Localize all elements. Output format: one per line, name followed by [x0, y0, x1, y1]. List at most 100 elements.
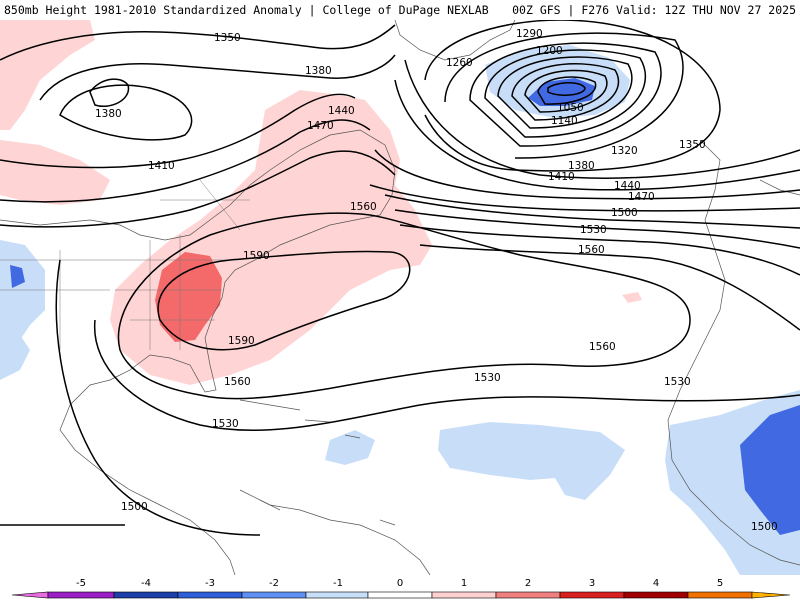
contour-1470 [394, 209, 800, 249]
colorbar-swatch [367, 591, 433, 599]
contour-label: 1560 [224, 376, 251, 388]
map-header: 850mb Height 1981-2010 Standardized Anom… [0, 0, 800, 20]
contour-1530-south [94, 319, 800, 432]
colorbar-swatch [623, 591, 689, 599]
contour-label: 1590 [228, 335, 255, 347]
europe-africa-coast [667, 139, 800, 566]
south-america-coast [239, 489, 431, 575]
contour-label: 1410 [148, 160, 175, 172]
colorbar-tick-label: -1 [333, 578, 343, 589]
positive-anomaly-small [622, 292, 642, 303]
negative-anomaly-strong [10, 78, 800, 535]
contour-label: 1380 [568, 160, 595, 172]
contour-label: 1440 [614, 180, 641, 192]
contour-label: 1590 [243, 250, 270, 262]
contour-1380-north [39, 54, 396, 101]
contour-label: 1500 [121, 501, 148, 513]
contour-label: 1350 [214, 32, 241, 44]
colorbar-tick-label: -5 [76, 578, 86, 589]
negative-anomaly-africa-core [740, 405, 800, 535]
positive-anomaly-strong [155, 252, 222, 342]
colorbar-tick-label: 5 [717, 578, 723, 589]
colorbar-tick-label: 1 [461, 578, 467, 589]
contour-1560-loop [117, 212, 691, 400]
contour-label: 1500 [751, 521, 778, 533]
colorbar-tick-label: -4 [141, 578, 151, 589]
contour-label-group: 1350 1290 1200 1260 1380 1050 1140 1380 … [95, 28, 778, 533]
map-title: 850mb Height 1981-2010 Standardized Anom… [4, 3, 489, 17]
negative-anomaly-caribbean [325, 430, 375, 465]
colorbar-swatch [559, 591, 625, 599]
contour-label: 1200 [536, 45, 563, 57]
colorbar-swatch [687, 591, 753, 599]
negative-anomaly-tropical [438, 422, 625, 500]
colorbar-swatch [47, 591, 115, 599]
colorbar-swatch [751, 591, 791, 599]
caribbean-islands [239, 399, 396, 526]
contour-label: 1410 [548, 171, 575, 183]
contour-label: 1560 [589, 341, 616, 353]
contour-1440-west [0, 119, 371, 203]
colorbar-tick-label: 2 [525, 578, 531, 589]
colorbar-tick-label: 4 [653, 578, 659, 589]
anomaly-colorbar: -5 -4 -3 -2 -1 0 1 2 3 4 5 [11, 578, 791, 599]
contour-label: 1260 [446, 57, 473, 69]
contour-1470-west [0, 150, 396, 228]
contour-label: 1350 [679, 139, 706, 151]
contour-1440 [384, 194, 800, 229]
negative-anomaly-west-core [10, 265, 25, 288]
colorbar-swatch [431, 591, 497, 599]
contour-1290 [424, 20, 721, 172]
colorbar-tick-label: 0 [397, 578, 403, 589]
contour-label: 1050 [557, 102, 584, 114]
colorbar-swatch [305, 591, 369, 599]
contour-1410-east [369, 184, 800, 212]
contour-low-4 [511, 63, 620, 121]
positive-anomaly-northwest [0, 20, 95, 130]
contour-low-6 [484, 49, 646, 138]
contour-label: 1500 [611, 207, 638, 219]
contour-1500 [399, 224, 800, 276]
contour-label: 1440 [328, 105, 355, 117]
contour-1380-east [374, 149, 800, 200]
contour-1350-east [394, 79, 800, 191]
colorbar-swatch [495, 591, 561, 599]
colorbar-swatch [113, 591, 179, 599]
contour-low-3 [524, 69, 608, 113]
contour-1500-south [0, 259, 261, 536]
contour-1380-west [59, 84, 193, 141]
contour-label: 1560 [578, 244, 605, 256]
contour-label: 1470 [628, 191, 655, 203]
greenland-coast [394, 20, 516, 61]
contour-label: 1380 [305, 65, 332, 77]
colorbar-tick-label: -2 [269, 578, 279, 589]
colorbar-swatch [11, 591, 49, 599]
colorbar-ticks: -5 -4 -3 -2 -1 0 1 2 3 4 5 [76, 578, 723, 589]
colorbar-tick-label: -3 [205, 578, 215, 589]
negative-anomaly-southwest [0, 335, 30, 380]
contour-low-2 [537, 76, 597, 105]
contour-label: 1530 [212, 418, 239, 430]
contour-1590-loop [157, 250, 411, 351]
north-america-coast [0, 129, 396, 575]
contour-label: 1560 [350, 201, 377, 213]
contour-label: 1470 [307, 120, 334, 132]
contour-label: 1290 [516, 28, 543, 40]
colorbar-swatch [177, 591, 243, 599]
iberia-coast [759, 179, 800, 196]
model-run-info: 00Z GFS | F276 Valid: 12Z THU NOV 27 202… [512, 3, 796, 17]
contour-1530-east [419, 244, 800, 331]
contour-low-1 [547, 82, 586, 96]
map-panel: 1350 1290 1200 1260 1380 1050 1140 1380 … [0, 20, 800, 575]
positive-anomaly-core [155, 252, 222, 342]
contour-1260 [444, 32, 684, 159]
contour-label: 1140 [551, 115, 578, 127]
coastlines [0, 20, 800, 575]
contour-label: 1320 [611, 145, 638, 157]
colorbar-tick-label: 3 [589, 578, 595, 589]
contour-label: 1380 [95, 108, 122, 120]
contour-label: 1530 [474, 372, 501, 384]
contour-1320 [404, 59, 800, 179]
contour-label: 1530 [664, 376, 691, 388]
negative-anomaly-low-core [528, 78, 595, 106]
